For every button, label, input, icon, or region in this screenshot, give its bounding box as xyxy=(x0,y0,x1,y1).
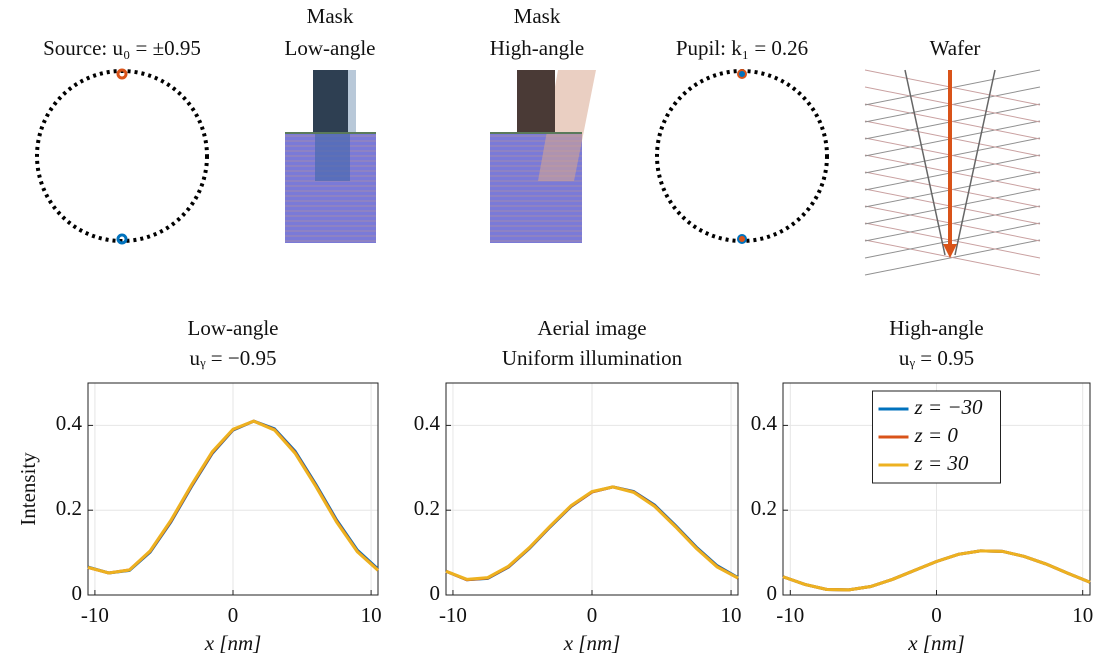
axes-box xyxy=(87,382,379,596)
y-tick-label: 0 xyxy=(767,581,778,605)
x-tick-label: 0 xyxy=(228,603,239,627)
label: Mask xyxy=(514,4,561,28)
hatch xyxy=(864,222,1041,259)
hatch xyxy=(864,120,1041,157)
y-tick-label: 0.4 xyxy=(414,411,441,435)
source-point xyxy=(116,68,128,80)
x-axis-label: x [nm] xyxy=(907,631,965,655)
ray xyxy=(904,69,946,256)
hatch xyxy=(864,239,1041,276)
beam xyxy=(315,133,350,181)
y-tick-label: 0 xyxy=(430,581,441,605)
y-tick-label: 0.2 xyxy=(751,496,777,520)
hatch xyxy=(864,86,1041,123)
hatch xyxy=(864,205,1041,242)
x-tick-label: 10 xyxy=(361,603,382,627)
mask-high-diagram: Mask High-angle xyxy=(490,4,596,243)
chart-title: Uniform illumination xyxy=(502,346,683,370)
chart-title: uᵧ = −0.95 xyxy=(189,346,276,370)
shadow xyxy=(348,70,356,133)
wafer-diagram: Wafer xyxy=(864,36,1041,276)
pupil-point xyxy=(737,69,747,79)
x-tick-label: 10 xyxy=(721,603,742,627)
hatch xyxy=(864,171,1041,208)
x-axis-label: x [nm] xyxy=(204,631,262,655)
mask-low-diagram: Mask Low-angle xyxy=(285,4,376,243)
x-axis-label: x [nm] xyxy=(563,631,621,655)
x-tick-label: 0 xyxy=(587,603,598,627)
legend-label: z = −30 xyxy=(914,395,984,419)
beam xyxy=(538,70,596,181)
y-tick-label: 0.4 xyxy=(751,411,778,435)
axes-box xyxy=(445,382,739,596)
y-tick-label: 0 xyxy=(72,581,83,605)
absorber xyxy=(517,70,555,133)
y-tick-label: 0.2 xyxy=(414,496,440,520)
hatch xyxy=(864,188,1041,225)
hatch xyxy=(864,154,1041,191)
source-circle xyxy=(35,69,209,243)
axes-box xyxy=(782,382,1091,596)
chart-title: Aerial image xyxy=(537,316,646,340)
y-axis-label: Intensity xyxy=(16,452,40,526)
x-tick-label: -10 xyxy=(776,603,804,627)
hatch xyxy=(864,103,1041,140)
label: Source: u₀ = ±0.95 xyxy=(43,36,201,60)
source-point xyxy=(116,233,128,245)
label: Pupil: k₁ = 0.26 xyxy=(676,36,808,60)
series-line xyxy=(87,419,380,575)
chart-title: uᵧ = 0.95 xyxy=(899,346,974,370)
arrow-head xyxy=(943,244,957,258)
x-tick-label: 0 xyxy=(931,603,942,627)
pupil-circle xyxy=(655,69,829,243)
absorber xyxy=(313,70,348,133)
legend-label: z = 0 xyxy=(914,423,959,447)
hatch xyxy=(864,137,1041,174)
chart-title: Low-angle xyxy=(188,316,279,340)
label: Wafer xyxy=(930,36,981,60)
pupil-point xyxy=(737,234,747,244)
legend-label: z = 30 xyxy=(914,451,969,475)
chart-title: High-angle xyxy=(889,316,983,340)
label: Mask xyxy=(307,4,354,28)
series-line xyxy=(445,485,739,581)
label: High-angle xyxy=(490,36,584,60)
source-diagram: Source: u₀ = ±0.95 xyxy=(35,36,209,245)
x-tick-label: 10 xyxy=(1072,603,1093,627)
y-tick-label: 0.2 xyxy=(56,496,82,520)
hatch xyxy=(864,69,1041,106)
label: Low-angle xyxy=(285,36,376,60)
series-line xyxy=(782,549,1091,592)
pupil-diagram: Pupil: k₁ = 0.26 xyxy=(655,36,829,244)
x-tick-label: -10 xyxy=(439,603,467,627)
x-tick-label: -10 xyxy=(81,603,109,627)
y-tick-label: 0.4 xyxy=(56,411,83,435)
ray xyxy=(954,69,996,256)
